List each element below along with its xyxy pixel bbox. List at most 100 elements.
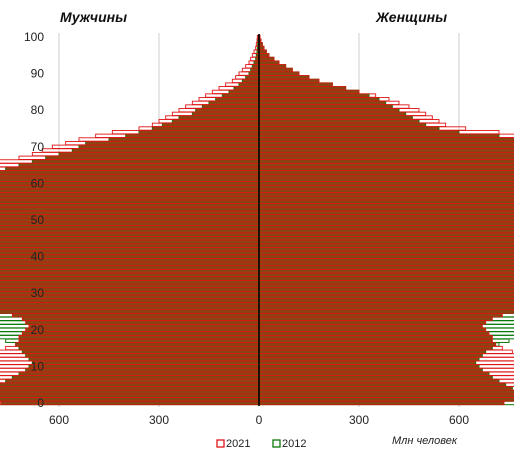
overlap-bar-women: [259, 104, 393, 109]
legend-swatch-2021: [216, 439, 225, 448]
overlap-bar-men: [222, 93, 259, 98]
overlap-bar-women: [259, 353, 483, 358]
overlap-bar-men: [19, 346, 259, 350]
overlap-bar-men: [192, 112, 259, 116]
overlap-bar-women: [259, 218, 514, 222]
overlap-bar-women: [259, 265, 514, 270]
overlap-bar-women: [259, 287, 514, 292]
y-tick-label: 50: [31, 213, 45, 227]
overlap-bar-men: [0, 229, 260, 233]
overlap-bar-women: [259, 251, 514, 255]
overlap-bar-women: [259, 60, 279, 65]
overlap-bar-women: [259, 302, 514, 306]
overlap-bar-men: [195, 108, 259, 112]
overlap-bar-women: [259, 295, 514, 299]
overlap-bar-men: [125, 134, 260, 138]
overlap-bar-men: [0, 240, 260, 244]
overlap-bar-men: [0, 192, 260, 197]
overlap-bar-men: [0, 189, 260, 193]
overlap-bar-men: [25, 320, 259, 325]
overlap-bar-women: [259, 262, 514, 266]
overlap-bar-men: [0, 280, 260, 284]
overlap-bar-women: [259, 390, 514, 394]
overlap-bar-men: [0, 232, 259, 237]
overlap-bar-men: [0, 302, 259, 306]
overlap-bar-women: [259, 350, 486, 354]
y-axis-tick-labels: 0 10 20 30 40 50 60 70 80 90 100: [24, 30, 44, 410]
overlap-bar-women: [259, 185, 514, 189]
overlap-bar-women: [259, 148, 514, 153]
overlap-bar-women: [259, 152, 514, 156]
overlap-bar-men: [25, 328, 259, 332]
overlap-bar-women: [259, 189, 514, 193]
overlap-bar-men: [0, 309, 259, 314]
x-tick-label: 0: [256, 413, 263, 427]
overlap-bar-men: [0, 397, 260, 402]
overlap-bar-women: [259, 361, 476, 365]
overlap-bar-women: [259, 130, 459, 134]
overlap-bar-men: [152, 126, 259, 131]
overlap-bar-men: [250, 68, 259, 72]
overlap-bar-women: [259, 225, 514, 230]
overlap-bar-men: [0, 251, 260, 255]
overlap-bar-women: [259, 328, 486, 332]
overlap-bar-women: [259, 221, 514, 226]
overlap-bar-women: [259, 181, 514, 186]
overlap-bar-men: [0, 174, 259, 178]
overlap-bar-men: [255, 57, 259, 61]
overlap-bar-men: [252, 64, 259, 68]
overlap-bar-men: [0, 287, 259, 292]
overlap-bar-women: [259, 90, 359, 94]
overlap-bar-men: [22, 331, 260, 336]
overlap-bar-women: [259, 269, 514, 273]
overlap-bar-men: [0, 386, 259, 391]
overlap-bar-men: [22, 317, 260, 321]
y-tick-label: 80: [31, 103, 45, 117]
overlap-bar-women: [259, 364, 479, 369]
overlap-bar-women: [259, 254, 514, 259]
overlap-bar-women: [259, 229, 514, 233]
overlap-bar-men: [0, 306, 260, 310]
overlap-bar-women: [259, 203, 514, 208]
overlap-bar-men: [0, 291, 259, 295]
overlap-bar-women: [259, 46, 264, 50]
overlap-bar-men: [0, 178, 259, 182]
right-label-women: Женщины: [375, 9, 447, 25]
y-tick-label: 100: [24, 30, 44, 44]
overlap-bar-women: [259, 126, 439, 131]
overlap-bar-women: [259, 357, 479, 361]
overlap-bar-women: [259, 174, 514, 178]
overlap-bar-men: [239, 82, 259, 87]
overlap-bar-women: [259, 232, 514, 237]
overlap-bar-men: [254, 60, 259, 65]
unit-label: Млн человек: [392, 435, 458, 447]
overlap-bar-women: [259, 38, 261, 43]
y-tick-label: 10: [31, 359, 45, 373]
overlap-bar-men: [0, 170, 259, 175]
x-tick-label: 600: [49, 413, 69, 427]
x-axis-tick-labels: 1 5001 20090060030003006009001 2001 500: [49, 413, 469, 427]
overlap-bars: [0, 35, 514, 405]
overlap-bar-men: [0, 393, 259, 398]
y-tick-label: 60: [31, 176, 45, 190]
overlap-bar-women: [259, 291, 514, 295]
overlap-bar-women: [259, 49, 267, 54]
overlap-bar-men: [256, 53, 259, 57]
overlap-bar-women: [259, 379, 499, 383]
overlap-bar-women: [259, 397, 514, 402]
overlap-bar-women: [259, 298, 514, 303]
overlap-bar-men: [0, 221, 259, 226]
overlap-bar-women: [259, 115, 413, 120]
overlap-bar-men: [15, 342, 259, 347]
overlap-bar-women: [259, 159, 514, 164]
overlap-bar-men: [0, 273, 259, 277]
overlap-bar-men: [32, 361, 260, 365]
overlap-bar-men: [19, 335, 259, 339]
legend-label-2012: 2012: [282, 438, 306, 450]
overlap-bar-men: [0, 265, 259, 270]
overlap-bar-women: [259, 375, 493, 380]
overlap-bar-men: [257, 46, 259, 50]
overlap-bar-men: [5, 379, 259, 383]
overlap-bar-women: [259, 86, 346, 90]
overlap-bar-women: [259, 145, 514, 149]
